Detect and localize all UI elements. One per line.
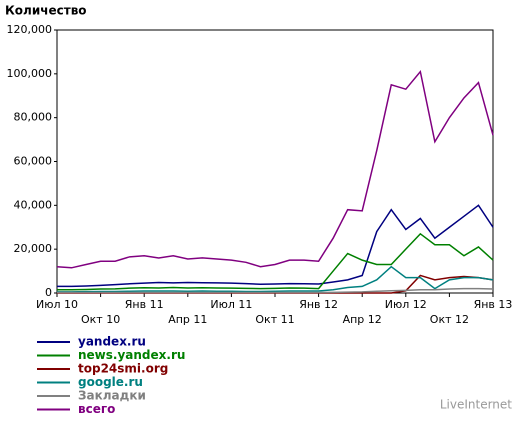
legend-label: всего <box>78 402 115 416</box>
y-tick-label: 40,000 <box>14 198 53 211</box>
chart-title: Количество <box>5 4 87 18</box>
plot-frame <box>56 29 494 294</box>
x-tick-label: Янв 13 <box>474 298 513 311</box>
legend-label: yandex.ru <box>78 335 146 349</box>
x-tick-label: Окт 12 <box>430 313 469 326</box>
y-tick-label: 100,000 <box>7 67 53 80</box>
legend-label: Закладки <box>78 389 146 403</box>
x-tick-label: Янв 11 <box>125 298 164 311</box>
x-tick-label: Июл 11 <box>210 298 252 311</box>
series-line <box>57 204 494 288</box>
y-tick-label: 0 <box>45 286 52 299</box>
x-tick-label: Июл 12 <box>385 298 427 311</box>
y-tick-label: 80,000 <box>14 111 53 124</box>
y-tick-label: 120,000 <box>7 23 53 36</box>
y-tick-label: 20,000 <box>14 242 53 255</box>
legend-label: google.ru <box>78 375 143 389</box>
x-tick-label: Окт 10 <box>81 313 120 326</box>
x-tick-label: Апр 11 <box>168 313 207 326</box>
series-line <box>57 265 494 293</box>
x-tick-label: Апр 12 <box>343 313 382 326</box>
y-tick-label: 60,000 <box>14 155 53 168</box>
watermark: LiveInternet <box>440 398 512 412</box>
series-line <box>57 232 494 291</box>
x-tick-label: Янв 12 <box>299 298 338 311</box>
x-tick-label: Июл 10 <box>36 298 78 311</box>
x-tick-label: Окт 11 <box>255 313 294 326</box>
series-line <box>56 69 494 269</box>
legend-label: news.yandex.ru <box>78 348 185 362</box>
legend-label: top24smi.org <box>78 362 168 376</box>
series-line <box>57 287 494 294</box>
